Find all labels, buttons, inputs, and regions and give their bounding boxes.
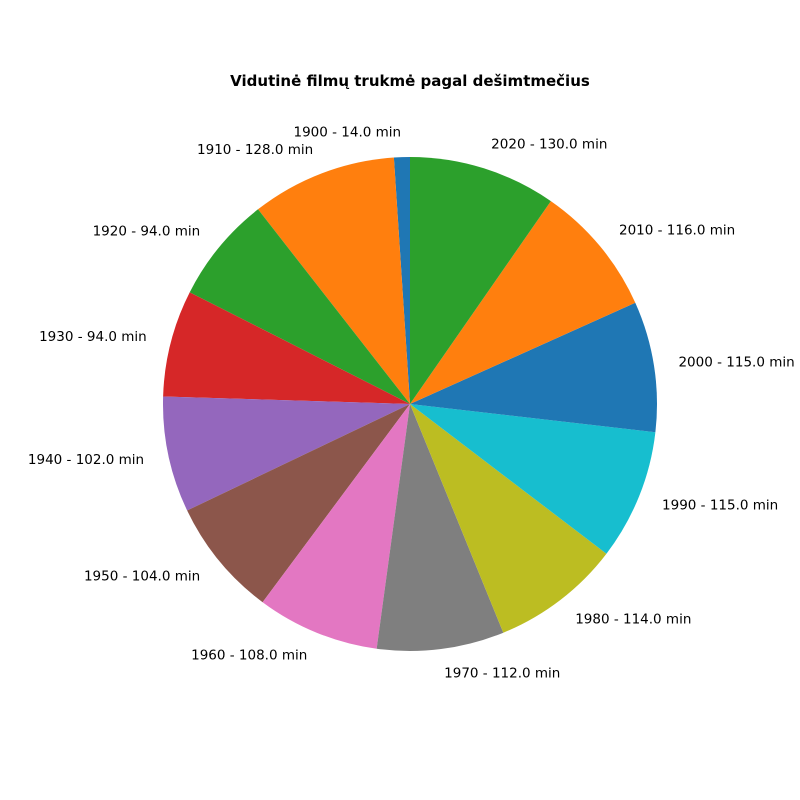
- pie-slices: [162, 157, 658, 651]
- pie-slice-1950: [187, 404, 410, 603]
- slice-label-1900: 1900 - 14.0 min: [293, 124, 401, 140]
- slice-label-1990: 1990 - 115.0 min: [662, 497, 778, 513]
- pie-slice-2010: [410, 201, 636, 404]
- slice-label-1980: 1980 - 114.0 min: [575, 612, 691, 628]
- pie-slice-1960: [262, 404, 410, 649]
- pie-slice-1930: [163, 292, 410, 404]
- slice-label-1930: 1930 - 94.0 min: [39, 329, 147, 345]
- pie-labels: 1900 - 14.0 min 1910 - 128.0 min 1920 - 94…: [28, 124, 795, 681]
- pie-slice-1980: [410, 404, 607, 633]
- slice-label-2000: 2000 - 115.0 min: [678, 354, 794, 370]
- pie-slice-1910: [258, 157, 410, 404]
- pie-slice-1920: [189, 209, 410, 404]
- slice-label-1970: 1970 - 112.0 min: [444, 666, 560, 682]
- pie-slice-1990: [410, 404, 656, 554]
- slice-label-2020: 2020 - 130.0 min: [491, 137, 607, 153]
- pie-slice-1940: [162, 396, 410, 511]
- pie-slice-1970: [376, 404, 504, 651]
- slice-label-1960: 1960 - 108.0 min: [191, 648, 307, 664]
- slice-label-1920: 1920 - 94.0 min: [93, 223, 201, 239]
- slice-label-1950: 1950 - 104.0 min: [84, 569, 200, 585]
- slice-label-2010: 2010 - 116.0 min: [619, 222, 735, 238]
- pie-slice-1900: [393, 157, 410, 404]
- chart-title: Vidutinė filmų trukmė pagal dešimtmečius: [230, 72, 590, 90]
- slice-label-1910: 1910 - 128.0 min: [197, 142, 313, 158]
- pie-slice-2000: [410, 302, 658, 433]
- pie-slice-2020: [410, 157, 551, 404]
- slice-label-1940: 1940 - 102.0 min: [28, 452, 144, 468]
